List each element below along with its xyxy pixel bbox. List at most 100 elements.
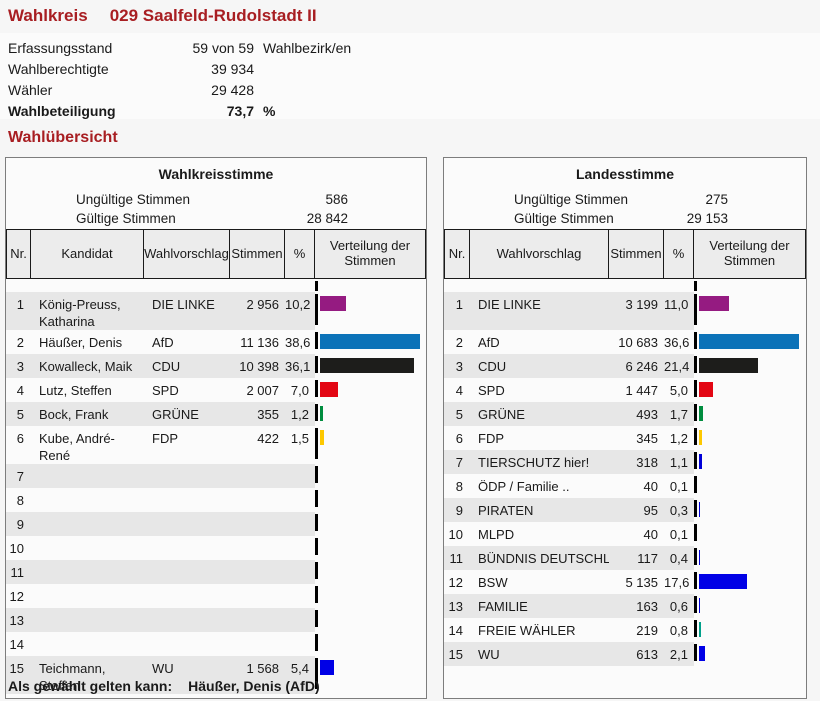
table-bottom-padding [444,666,806,670]
votes-cell [230,632,285,656]
column-header: Nr. [444,229,470,279]
table-row: 14 FREIE WÄHLER 219 0,8 [444,618,806,642]
column-header: % [285,229,315,279]
wahlkreisstimme-table: Wahlkreisstimme Ungültige Stimmen 586 Gü… [5,157,427,699]
distribution-cell [694,354,806,378]
percent-cell [285,512,315,536]
row-number-cell: 2 [16,335,24,350]
votes-cell: 3 199 [609,292,664,330]
vote-share-bar [320,660,334,675]
votes-cell: 345 [636,431,658,446]
row-number-cell: 7 [6,464,31,488]
distribution-cell [694,618,806,642]
table-row: 8 [6,488,426,512]
vote-share-bar [320,334,420,349]
vote-share-bar [699,296,729,311]
distribution-cell [694,378,806,402]
valid-votes-label: Gültige Stimmen [76,211,176,226]
votes-cell: 95 [609,498,664,522]
votes-cell [230,512,285,536]
table-row: 12 [6,584,426,608]
summary-unit: Wahlbezirk/en [263,40,352,56]
summary-unit: % [263,103,276,119]
vote-share-bar [699,574,747,589]
table-row: 3 Kowalleck, Maik CDU 10 398 36,1 [6,354,426,378]
row-number-cell: 6 [16,431,24,446]
vote-share-bar [320,358,414,373]
valid-votes-label: Gültige Stimmen [514,211,614,226]
row-number-cell: 4 [16,383,24,398]
page-title: Wahlkreis 029 Saalfeld-Rudolstadt II [8,6,317,26]
row-number-cell: 14 [448,623,463,638]
party-cell [144,584,230,608]
row-number-cell: 10 [448,527,463,542]
vote-share-bar [699,406,703,421]
percent-cell: 1,7 [664,402,694,426]
distribution-cell [315,584,426,608]
party-cell: MLPD [478,527,515,542]
row-number-cell: 4 [455,383,463,398]
votes-cell: 1 568 [230,656,285,694]
party-cell: WU [470,642,609,666]
party-cell: FAMILIE [470,594,609,618]
distribution-cell [315,656,426,694]
valid-votes-row: Gültige Stimmen 29 153 [444,209,806,228]
party-cell: FDP [152,431,178,446]
percent-cell: 10,2 [285,292,315,330]
column-header: Nr. [6,229,31,279]
party-cell [144,536,230,560]
elected-note: Als gewählt gelten kann: Häußer, Denis (A… [8,678,320,694]
party-cell: BÜNDNIS DEUTSCHLAND [470,546,609,570]
party-cell: DIE LINKE [144,292,230,330]
column-header: Verteilung der Stimmen [694,229,806,279]
column-header: % [664,229,694,279]
table-row: 2 AfD 10 683 36,6 [444,330,806,354]
candidate-cell [31,608,144,632]
table-header-row: Nr. Kandidat Wahlvorschlag Stimmen% Verteilu… [6,229,426,279]
distribution-cell [694,498,806,522]
party-cell [144,512,230,536]
percent-cell [285,584,315,608]
row-number-cell: 6 [455,431,463,446]
wahlkreis-value: 029 Saalfeld-Rudolstadt II [109,6,317,25]
distribution-cell [694,570,806,594]
candidate-cell [31,488,144,512]
percent-cell: 0,8 [669,623,688,638]
vote-share-bar [699,550,700,565]
row-number-cell: 9 [6,512,31,536]
summary-value: 59 von 59 [192,40,255,56]
table-bottom-padding [6,694,426,698]
votes-cell: 422 [257,431,279,446]
party-cell: ÖDP / Familie .. [478,479,570,494]
table-row: 15 WU 613 2,1 [444,642,806,666]
row-number-cell: 1 [6,292,31,330]
distribution-cell [694,642,806,666]
party-cell [144,632,230,656]
party-cell: CDU [470,354,609,378]
candidate-cell: Kowalleck, Maik [31,354,144,378]
distribution-cell [315,560,426,584]
percent-cell: 0,4 [664,546,694,570]
party-cell: FREIE WÄHLER [478,623,576,638]
row-number-cell: 12 [448,575,463,590]
distribution-cell [315,402,426,426]
distribution-cell [315,378,426,402]
distribution-cell [315,488,426,512]
table-row: 10 MLPD 40 0,1 [444,522,806,546]
party-cell: BSW [478,575,508,590]
distribution-cell [694,594,806,618]
votes-cell: 493 [609,402,664,426]
distribution-cell [694,426,806,450]
invalid-votes-value: 275 [705,192,728,207]
vote-share-bar [699,502,700,517]
summary-value: 29 428 [211,82,254,98]
distribution-cell [315,536,426,560]
column-header: Kandidat [31,229,144,279]
percent-cell: 5,4 [285,656,315,694]
distribution-cell [315,354,426,378]
summary-label: Erfassungsstand [8,40,113,56]
valid-votes-value: 29 153 [686,211,728,226]
percent-cell [285,608,315,632]
party-cell [144,464,230,488]
